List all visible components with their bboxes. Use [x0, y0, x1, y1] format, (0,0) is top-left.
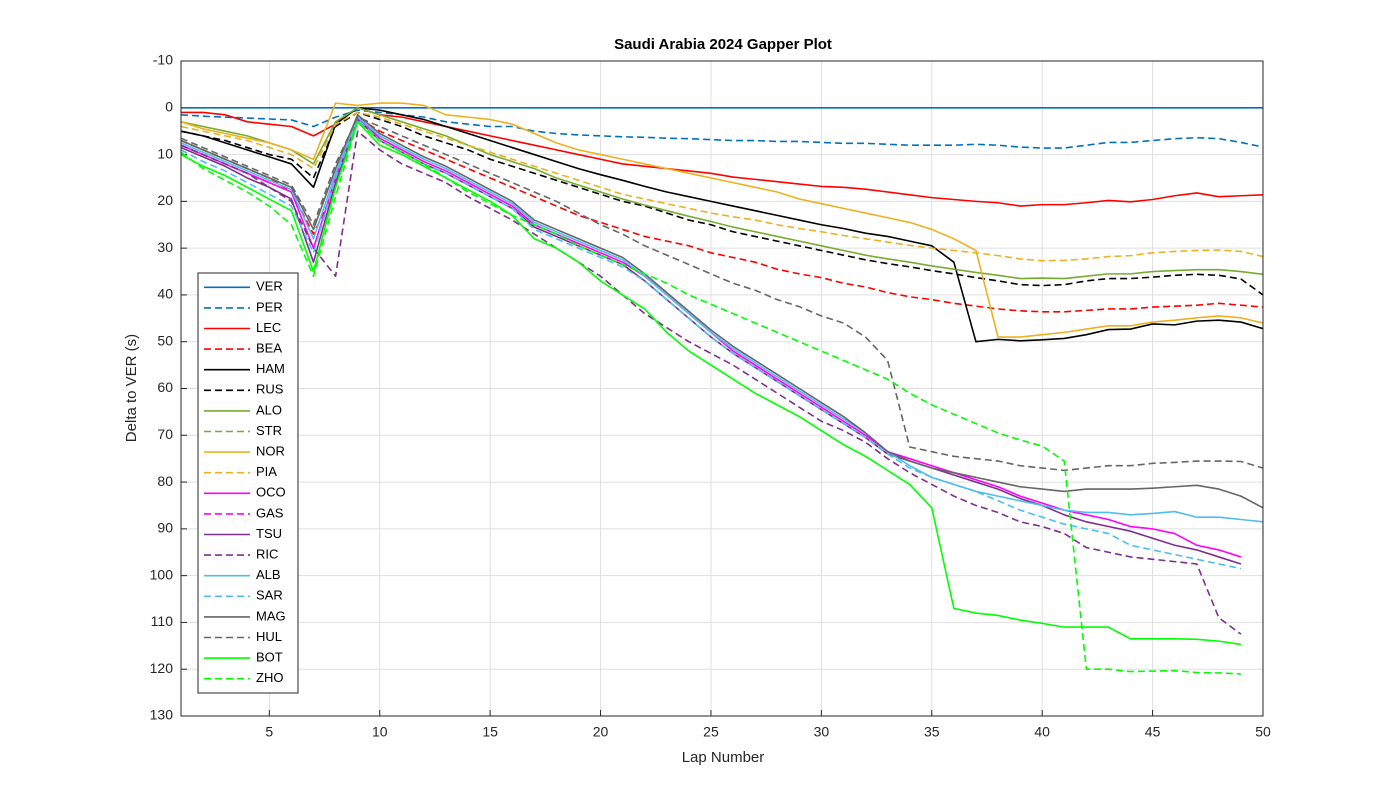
- x-tick-label: 45: [1145, 724, 1161, 740]
- series-line: [180, 116, 1264, 523]
- series-line: [180, 106, 1264, 280]
- series-line: [180, 121, 1242, 646]
- series-line: [180, 102, 1264, 338]
- legend-box: [197, 272, 299, 694]
- x-tick-label: 10: [372, 724, 388, 740]
- y-tick-label: 20: [157, 192, 173, 208]
- x-tick-label: 25: [703, 724, 719, 740]
- x-tick-label: 35: [924, 724, 940, 740]
- legend-label: RUS: [256, 382, 284, 397]
- x-tick-label: 40: [1034, 724, 1050, 740]
- y-tick-label: 30: [157, 239, 173, 255]
- series-line: [180, 111, 1264, 262]
- series-line: [180, 121, 1241, 675]
- y-tick-label: 120: [150, 660, 174, 676]
- legend-label: ZHO: [256, 670, 283, 685]
- x-tick-label: 50: [1255, 724, 1271, 740]
- y-tick-label: 130: [150, 707, 174, 723]
- y-tick-label: 50: [157, 332, 173, 348]
- y-tick-label: 0: [165, 98, 173, 114]
- legend-label: SAR: [256, 588, 283, 603]
- legend-label: LEC: [256, 320, 281, 335]
- y-tick-label: -10: [153, 52, 173, 68]
- y-tick-label: 100: [150, 566, 174, 582]
- legend-label: NOR: [256, 444, 285, 459]
- legend-label: HUL: [256, 629, 282, 644]
- y-tick-label: 110: [151, 613, 174, 629]
- plot-frame: [180, 60, 1264, 717]
- chart-title: Saudi Arabia 2024 Gapper Plot: [614, 36, 832, 53]
- legend-label: RIC: [256, 547, 278, 562]
- x-tick-label: 30: [814, 724, 830, 740]
- series-line: [180, 111, 1264, 296]
- y-tick-label: 40: [157, 286, 173, 302]
- legend-label: PIA: [256, 464, 277, 479]
- y-tick-label: 80: [157, 473, 173, 489]
- legend-label: ALB: [256, 567, 281, 582]
- legend-label: TSU: [256, 526, 282, 541]
- legend-label: MAG: [256, 608, 286, 623]
- series-line: [180, 130, 1242, 635]
- legend-label: BOT: [256, 650, 283, 665]
- legend-label: VER: [256, 279, 283, 294]
- series-line: [180, 118, 1242, 565]
- y-tick-label: 90: [157, 520, 173, 536]
- x-axis-label: Lap Number: [682, 749, 765, 766]
- legend-label: GAS: [256, 505, 284, 520]
- legend-label: STR: [256, 423, 282, 438]
- y-tick-label: 70: [157, 426, 173, 442]
- legend: VER PER LEC BEA HAM RUS ALO STR NOR PIA OCO GAS TSU R…: [197, 272, 299, 694]
- series-line: [180, 109, 1264, 149]
- series-line: [180, 118, 1242, 570]
- series-line: [180, 114, 1264, 509]
- legend-label: PER: [256, 299, 283, 314]
- x-tick-label: 5: [265, 724, 273, 740]
- x-tick-label: 15: [482, 724, 498, 740]
- legend-label: OCO: [256, 485, 286, 500]
- y-tick-label: 60: [157, 379, 173, 395]
- y-axis-label: Delta to VER (s): [123, 334, 140, 442]
- legend-label: BEA: [256, 341, 282, 356]
- y-tick-label: 10: [157, 145, 173, 161]
- legend-label: ALO: [256, 402, 282, 417]
- x-tick-label: 20: [593, 724, 609, 740]
- legend-label: HAM: [256, 361, 285, 376]
